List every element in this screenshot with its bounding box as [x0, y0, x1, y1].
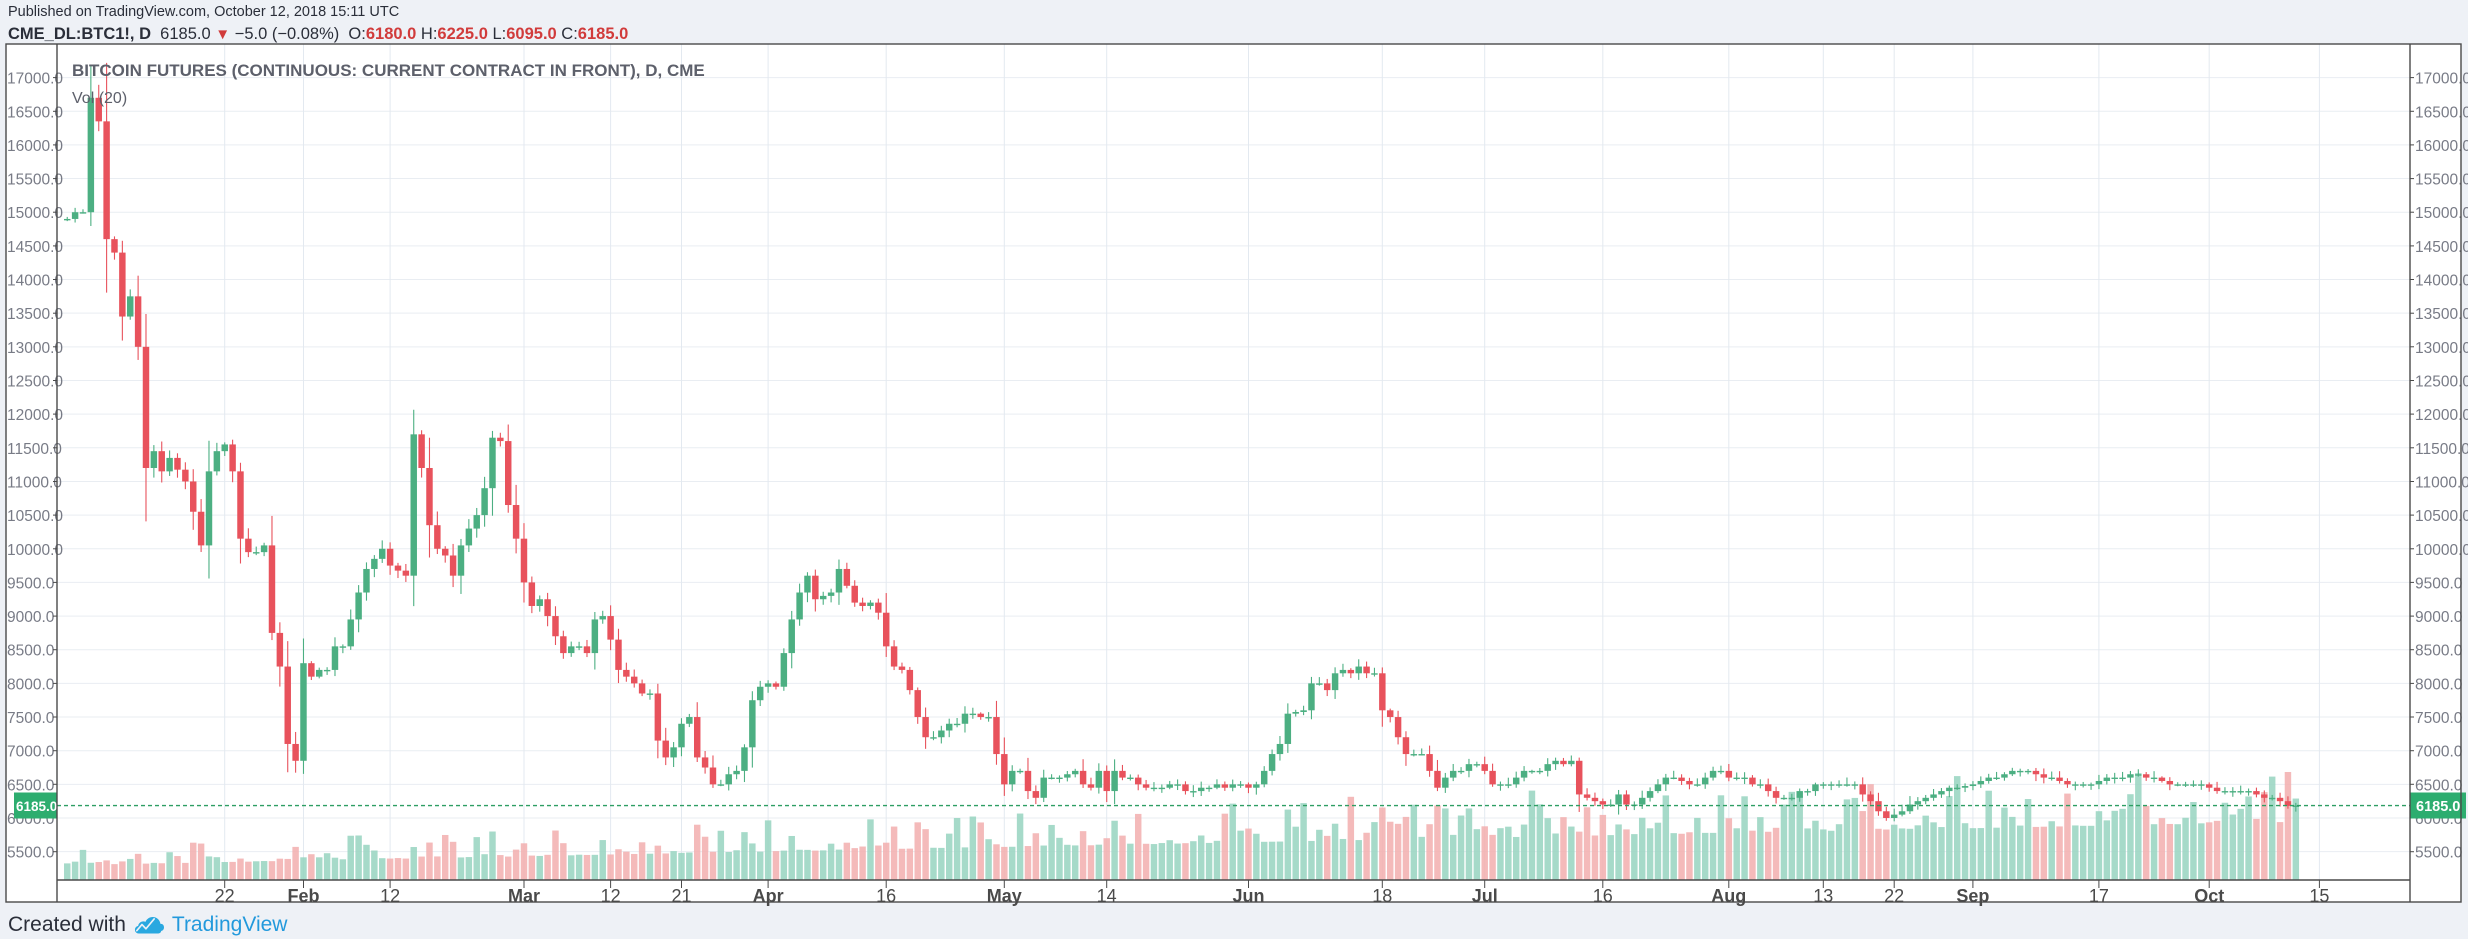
svg-text:8000.0: 8000.0	[2415, 676, 2463, 693]
svg-text:16500.0: 16500.0	[2415, 104, 2468, 121]
svg-text:BITCOIN FUTURES (CONTINUOUS: C: BITCOIN FUTURES (CONTINUOUS: CURRENT CON…	[72, 61, 705, 80]
svg-text:15000.0: 15000.0	[2415, 205, 2468, 222]
svg-text:17000.0: 17000.0	[7, 71, 63, 88]
svg-text:12: 12	[380, 886, 400, 906]
svg-text:13000.0: 13000.0	[7, 340, 63, 357]
svg-text:Apr: Apr	[753, 886, 784, 906]
svg-text:11500.0: 11500.0	[7, 441, 62, 458]
svg-text:13: 13	[1813, 886, 1833, 906]
svg-text:9500.0: 9500.0	[2415, 575, 2463, 592]
svg-text:Feb: Feb	[287, 886, 319, 906]
svg-text:12000.0: 12000.0	[7, 407, 63, 424]
svg-text:7500.0: 7500.0	[7, 710, 55, 727]
svg-text:16500.0: 16500.0	[7, 104, 63, 121]
svg-text:14500.0: 14500.0	[2415, 239, 2468, 256]
svg-text:22: 22	[215, 886, 235, 906]
svg-text:15500.0: 15500.0	[2415, 172, 2468, 189]
svg-text:10000.0: 10000.0	[7, 542, 63, 559]
svg-text:9000.0: 9000.0	[7, 609, 55, 626]
svg-text:6500.0: 6500.0	[2415, 777, 2463, 794]
svg-text:8500.0: 8500.0	[7, 643, 55, 660]
svg-text:5500.0: 5500.0	[7, 845, 55, 862]
svg-text:15: 15	[2309, 886, 2329, 906]
svg-text:16: 16	[1593, 886, 1613, 906]
svg-text:Sep: Sep	[1956, 886, 1989, 906]
svg-text:12: 12	[601, 886, 621, 906]
svg-text:22: 22	[1884, 886, 1904, 906]
svg-text:Vol (20): Vol (20)	[72, 90, 127, 107]
svg-text:14000.0: 14000.0	[7, 273, 63, 290]
svg-text:12500.0: 12500.0	[2415, 374, 2468, 391]
svg-text:16000.0: 16000.0	[7, 138, 63, 155]
svg-text:7000.0: 7000.0	[7, 744, 55, 761]
svg-text:14000.0: 14000.0	[2415, 273, 2468, 290]
svg-text:15500.0: 15500.0	[7, 172, 63, 189]
svg-text:Jun: Jun	[1232, 886, 1264, 906]
svg-text:Jul: Jul	[1472, 886, 1498, 906]
svg-text:17000.0: 17000.0	[2415, 71, 2468, 88]
svg-text:17: 17	[2089, 886, 2109, 906]
svg-text:9500.0: 9500.0	[7, 575, 55, 592]
svg-text:13500.0: 13500.0	[7, 306, 63, 323]
svg-text:13500.0: 13500.0	[2415, 306, 2468, 323]
svg-text:7000.0: 7000.0	[2415, 744, 2463, 761]
svg-text:9000.0: 9000.0	[2415, 609, 2463, 626]
svg-text:6185.0: 6185.0	[16, 799, 57, 814]
svg-text:18: 18	[1372, 886, 1392, 906]
svg-text:21: 21	[671, 886, 691, 906]
svg-text:6185.0: 6185.0	[2416, 799, 2460, 815]
svg-text:10000.0: 10000.0	[2415, 542, 2468, 559]
svg-text:10500.0: 10500.0	[7, 508, 63, 525]
svg-text:8500.0: 8500.0	[2415, 643, 2463, 660]
svg-text:Oct: Oct	[2194, 886, 2224, 906]
svg-text:10500.0: 10500.0	[2415, 508, 2468, 525]
svg-text:Aug: Aug	[1711, 886, 1746, 906]
svg-text:6500.0: 6500.0	[7, 777, 55, 794]
svg-text:11000.0: 11000.0	[7, 475, 62, 492]
svg-text:12000.0: 12000.0	[2415, 407, 2468, 424]
svg-text:16: 16	[876, 886, 896, 906]
svg-text:14500.0: 14500.0	[7, 239, 63, 256]
svg-text:14: 14	[1097, 886, 1117, 906]
svg-text:7500.0: 7500.0	[2415, 710, 2463, 727]
svg-text:11500.0: 11500.0	[2415, 441, 2468, 458]
svg-text:15000.0: 15000.0	[7, 205, 63, 222]
svg-text:13000.0: 13000.0	[2415, 340, 2468, 357]
svg-text:8000.0: 8000.0	[7, 676, 55, 693]
svg-text:16000.0: 16000.0	[2415, 138, 2468, 155]
svg-text:May: May	[987, 886, 1022, 906]
svg-text:12500.0: 12500.0	[7, 374, 63, 391]
svg-text:5500.0: 5500.0	[2415, 845, 2463, 862]
svg-text:Mar: Mar	[508, 886, 540, 906]
svg-text:11000.0: 11000.0	[2415, 475, 2468, 492]
